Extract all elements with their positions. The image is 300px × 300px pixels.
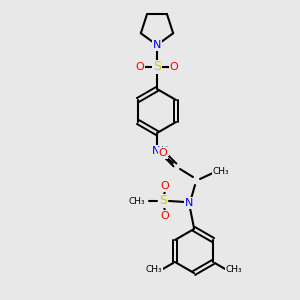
Text: O: O bbox=[160, 181, 169, 191]
Text: S: S bbox=[159, 194, 167, 208]
Text: N: N bbox=[153, 40, 161, 50]
Text: CH₃: CH₃ bbox=[213, 167, 229, 176]
Text: O: O bbox=[136, 62, 144, 72]
Text: O: O bbox=[160, 211, 169, 221]
Text: O: O bbox=[159, 148, 167, 158]
Text: CH₃: CH₃ bbox=[129, 196, 145, 206]
Text: H: H bbox=[161, 146, 169, 156]
Text: N: N bbox=[185, 198, 193, 208]
Text: O: O bbox=[169, 62, 178, 72]
Text: CH₃: CH₃ bbox=[226, 266, 242, 274]
Text: CH₃: CH₃ bbox=[146, 266, 162, 274]
Text: S: S bbox=[153, 61, 161, 74]
Text: N: N bbox=[152, 146, 160, 156]
